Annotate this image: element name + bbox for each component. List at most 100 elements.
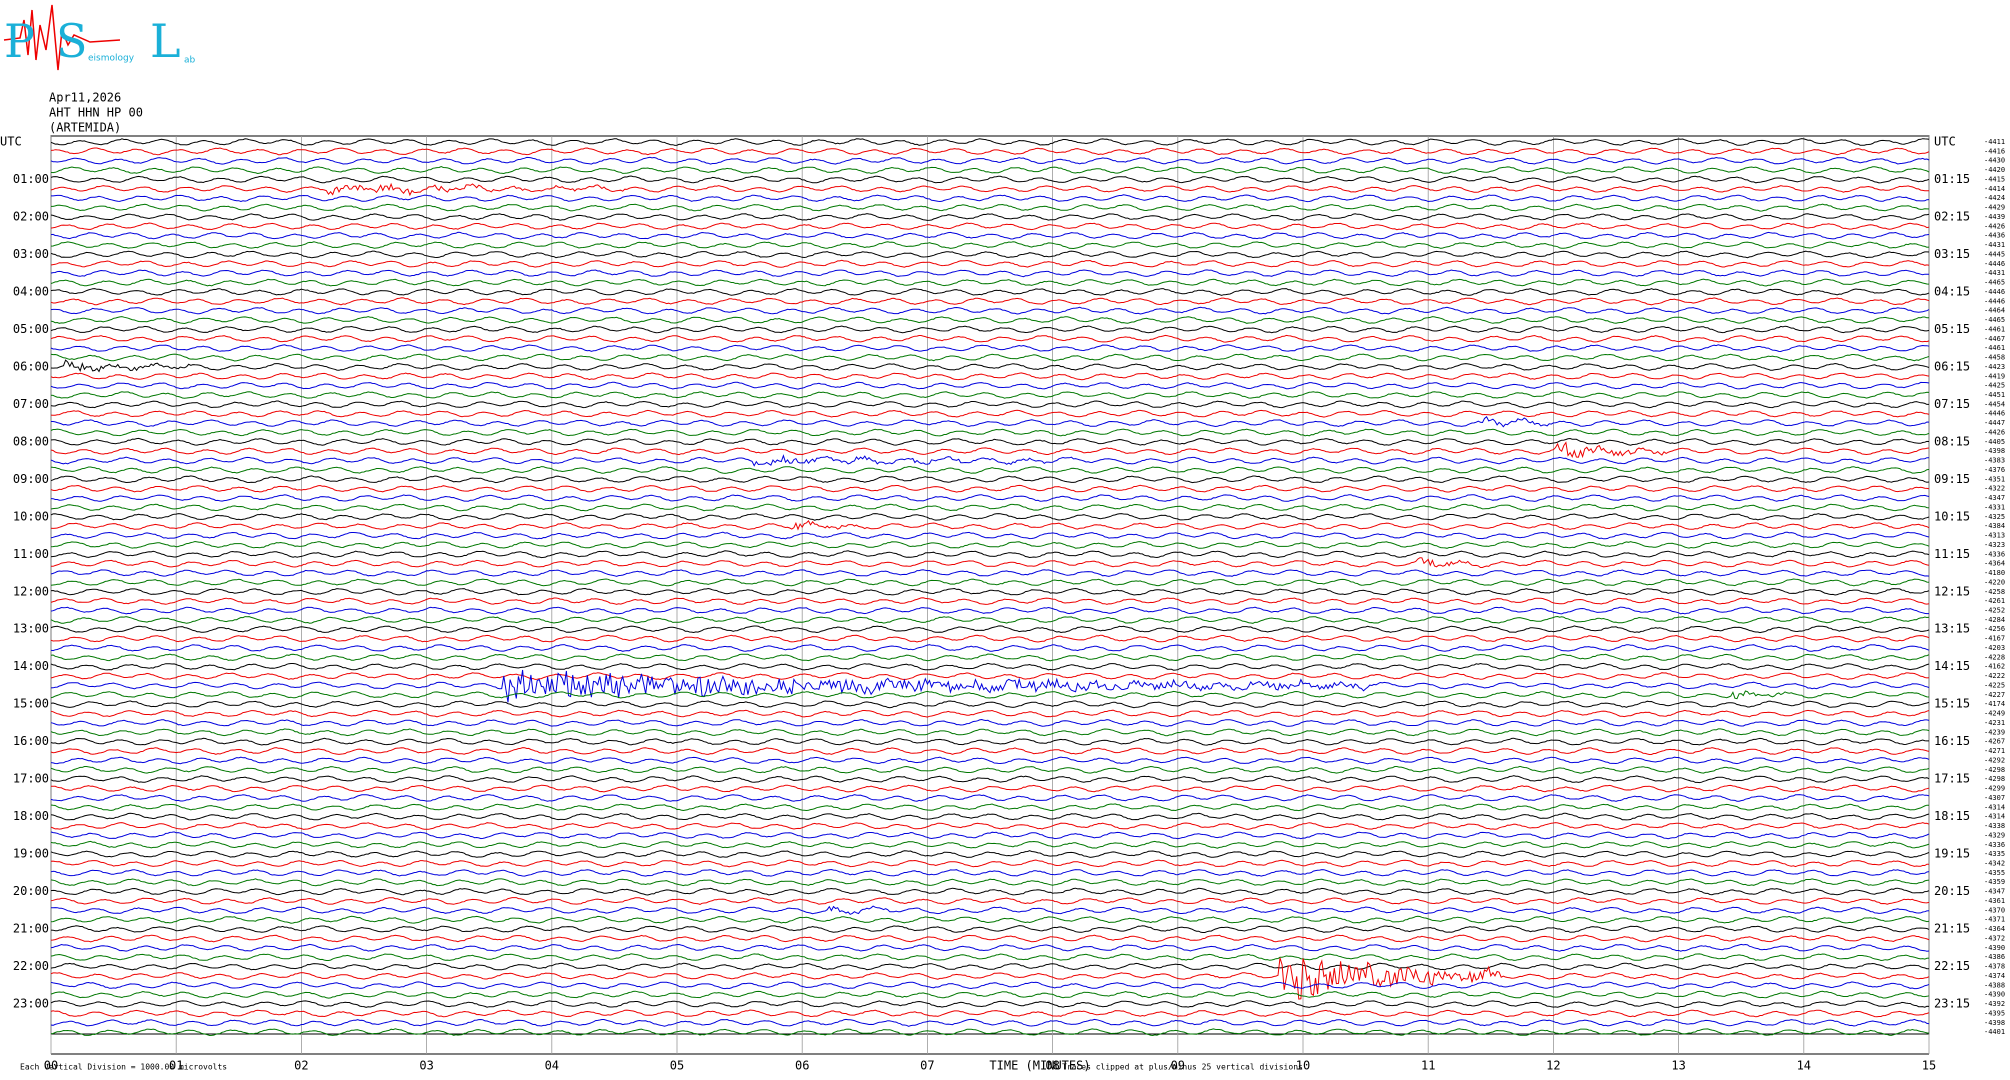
- trace-offset: -4405: [1984, 438, 2005, 446]
- trace: [50, 905, 1930, 915]
- trace: [50, 669, 1930, 703]
- trace-offset: -4465: [1984, 279, 2005, 287]
- hour-label: UTC: [0, 135, 22, 149]
- trace-offset: -4267: [1984, 738, 2005, 746]
- hour-label: 19:00: [13, 847, 49, 861]
- trace: [50, 391, 1930, 399]
- hour-label: 22:00: [13, 959, 49, 973]
- x-tick-label: 02: [294, 1059, 308, 1073]
- trace: [50, 484, 1930, 493]
- trace-offset: -4426: [1984, 428, 2005, 436]
- trace: [50, 578, 1930, 587]
- trace: [50, 222, 1930, 231]
- trace-offset: -4249: [1984, 710, 2005, 718]
- trace-offset: -4336: [1984, 550, 2005, 558]
- trace-offset: -4228: [1984, 653, 2005, 661]
- trace-offset: -4298: [1984, 766, 2005, 774]
- trace-offset: -4461: [1984, 344, 2005, 352]
- trace: [50, 316, 1929, 325]
- hour-label: 15:15: [1934, 697, 1970, 711]
- trace-offset: -4220: [1984, 578, 2005, 586]
- trace-offset: -4331: [1984, 503, 2005, 511]
- trace: [50, 644, 1930, 652]
- trace: [50, 381, 1930, 390]
- trace: [50, 441, 1930, 459]
- hour-label: 15:00: [13, 697, 49, 711]
- trace: [50, 718, 1930, 727]
- trace-offset: -4458: [1984, 354, 2005, 362]
- trace-offset: -4390: [1984, 944, 2005, 952]
- trace: [50, 269, 1929, 278]
- trace-offset: -4313: [1984, 532, 2005, 540]
- x-tick-label: 01: [169, 1059, 183, 1073]
- trace: [50, 653, 1930, 662]
- trace: [50, 278, 1930, 287]
- hour-label: 14:15: [1934, 659, 1970, 673]
- trace-offset: -4383: [1984, 457, 2005, 465]
- trace: [50, 531, 1930, 540]
- trace: [50, 625, 1930, 634]
- hour-label: 21:00: [13, 922, 49, 936]
- hour-label: 17:15: [1934, 772, 1970, 786]
- trace-offset: -4445: [1984, 250, 2005, 258]
- hour-label: 06:00: [13, 359, 49, 373]
- hour-label: 05:00: [13, 322, 49, 336]
- trace-offset: -4411: [1984, 138, 2005, 146]
- hour-label: 03:15: [1934, 247, 1970, 261]
- trace: [50, 569, 1930, 577]
- hour-label: 09:00: [13, 472, 49, 486]
- trace-offset: -4401: [1984, 1028, 2005, 1036]
- trace: [50, 475, 1930, 484]
- trace: [51, 194, 1930, 203]
- trace-offset: -4392: [1984, 1000, 2005, 1008]
- trace-offset: -4292: [1984, 756, 2005, 764]
- hour-label: 23:15: [1934, 997, 1970, 1011]
- trace: [50, 831, 1930, 840]
- trace: [50, 1000, 1930, 1008]
- trace-offset: -4467: [1984, 335, 2005, 343]
- trace-offset: -4222: [1984, 672, 2005, 680]
- trace-offset: -4446: [1984, 297, 2005, 305]
- trace: [50, 1028, 1930, 1037]
- date: Apr11,2026: [49, 91, 121, 105]
- trace: [50, 981, 1930, 990]
- hour-label: 01:00: [13, 172, 49, 186]
- hour-label: 16:15: [1934, 734, 1970, 748]
- trace-offset: -4395: [1984, 1009, 2005, 1017]
- trace-offset: -4174: [1984, 700, 2005, 708]
- x-axis-title: TIME (MINUTES): [989, 1059, 1090, 1073]
- x-tick-label: 11: [1421, 1059, 1435, 1073]
- logo-letter: S: [56, 14, 88, 68]
- trace-offset: -4225: [1984, 681, 2005, 689]
- trace: [50, 231, 1930, 240]
- trace: [50, 372, 1930, 381]
- scale-note: Each Vertical Division = 1000.00 microvo…: [20, 1063, 227, 1072]
- logo-word: eismology: [88, 54, 135, 64]
- trace-offset: -4258: [1984, 588, 2005, 596]
- trace-offset: -4323: [1984, 541, 2005, 549]
- x-tick-label: 08: [1045, 1059, 1059, 1073]
- trace: [50, 147, 1930, 156]
- trace-offset: -4431: [1984, 269, 2005, 277]
- trace: [50, 156, 1930, 165]
- trace-offset: -4162: [1984, 663, 2005, 671]
- hour-label: 18:00: [13, 809, 49, 823]
- x-tick-label: 06: [795, 1059, 809, 1073]
- trace: [50, 557, 1930, 568]
- trace-offset: -4451: [1984, 391, 2005, 399]
- trace-offset: -4424: [1984, 194, 2005, 202]
- trace-offset: -4284: [1984, 616, 2005, 624]
- hour-label: 09:15: [1934, 472, 1970, 486]
- trace: [50, 353, 1930, 362]
- trace: [50, 728, 1930, 737]
- trace: [50, 957, 1930, 1000]
- hour-label: 08:00: [13, 434, 49, 448]
- trace: [50, 812, 1930, 821]
- trace-offset: -4420: [1984, 166, 2005, 174]
- trace-offset: -4447: [1984, 419, 2005, 427]
- trace-offset: -4351: [1984, 475, 2005, 483]
- hour-label: 23:00: [13, 997, 49, 1011]
- trace: [50, 615, 1930, 624]
- hour-label: 11:15: [1934, 547, 1970, 561]
- trace: [50, 1009, 1930, 1018]
